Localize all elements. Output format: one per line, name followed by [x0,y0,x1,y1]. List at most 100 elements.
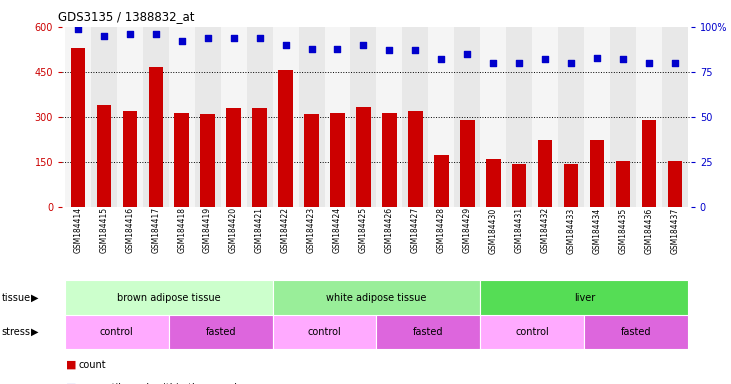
Point [202,35,213,41]
Bar [461,120,474,207]
Bar [148,68,163,207]
Text: control: control [308,327,341,337]
Bar [636,27,662,207]
Bar [428,27,455,207]
Text: GSM184418: GSM184418 [177,207,186,253]
Bar [610,27,636,207]
Bar [123,111,137,207]
Bar [273,27,298,207]
Bar [252,108,267,207]
Text: GSM184417: GSM184417 [151,207,160,253]
Text: GSM184423: GSM184423 [307,207,316,253]
Point [591,55,603,61]
Text: GSM184421: GSM184421 [255,207,264,253]
Point [670,60,681,66]
Bar [65,280,273,315]
Text: GSM184414: GSM184414 [73,207,82,253]
Bar [71,48,85,207]
Bar [298,27,325,207]
Bar [480,280,688,315]
Text: liver: liver [574,293,595,303]
Text: brown adipose tissue: brown adipose tissue [117,293,221,303]
Bar [350,27,376,207]
Bar [194,27,221,207]
Bar [532,27,558,207]
Text: GSM184420: GSM184420 [229,207,238,253]
Bar [590,140,605,207]
Text: GSM184419: GSM184419 [203,207,212,253]
Bar [273,280,480,315]
Text: fasted: fasted [621,327,651,337]
Point [643,60,655,66]
Bar [507,27,532,207]
Point [306,45,317,51]
Text: GSM184427: GSM184427 [411,207,420,253]
Bar [616,161,630,207]
Point [409,47,421,53]
Text: GSM184416: GSM184416 [125,207,135,253]
Text: GSM184433: GSM184433 [567,207,576,253]
Text: GSM184428: GSM184428 [437,207,446,253]
Point [98,33,110,39]
Point [254,35,265,41]
Text: tissue: tissue [1,293,31,303]
Bar [200,114,215,207]
Point [280,42,292,48]
Bar [434,155,449,207]
Text: GSM184426: GSM184426 [385,207,394,253]
Bar [564,164,578,207]
Bar [382,113,397,207]
Text: GSM184435: GSM184435 [618,207,628,253]
Point [461,51,473,57]
Bar [330,113,344,207]
Point [150,31,162,37]
Bar [376,315,480,349]
Bar [65,315,169,349]
Bar [246,27,273,207]
Bar [409,111,423,207]
Point [513,60,525,66]
Point [539,56,551,63]
Bar [325,27,350,207]
Bar [480,27,507,207]
Bar [558,27,584,207]
Point [618,56,629,63]
Bar [96,105,111,207]
Bar [538,140,553,207]
Point [357,42,369,48]
Text: percentile rank within the sample: percentile rank within the sample [78,383,243,384]
Text: GSM184431: GSM184431 [515,207,524,253]
Bar [584,27,610,207]
Text: white adipose tissue: white adipose tissue [326,293,427,303]
Text: GSM184434: GSM184434 [593,207,602,253]
Bar [91,27,117,207]
Bar [273,315,376,349]
Point [72,26,83,32]
Text: GSM184425: GSM184425 [359,207,368,253]
Bar [279,71,292,207]
Text: stress: stress [1,327,31,337]
Bar [403,27,428,207]
Text: fasted: fasted [413,327,444,337]
Bar [584,315,688,349]
Point [332,45,344,51]
Bar [642,120,656,207]
Bar [304,114,319,207]
Bar [169,27,194,207]
Point [566,60,577,66]
Text: GDS3135 / 1388832_at: GDS3135 / 1388832_at [58,10,195,23]
Bar [227,108,240,207]
Bar [143,27,169,207]
Bar [512,164,526,207]
Bar [175,113,189,207]
Text: ▶: ▶ [31,293,39,303]
Point [228,35,240,41]
Text: fasted: fasted [205,327,236,337]
Point [124,31,135,37]
Bar [169,315,273,349]
Point [436,56,447,63]
Bar [376,27,403,207]
Bar [455,27,480,207]
Text: control: control [515,327,549,337]
Text: GSM184429: GSM184429 [463,207,472,253]
